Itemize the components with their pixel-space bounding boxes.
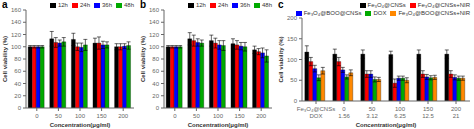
svg-text:200: 200 <box>256 113 267 119</box>
html-text:48h: 48h <box>262 2 272 8</box>
html-text:Fe₃O₄@CNSs+NIR: Fe₃O₄@CNSs+NIR <box>417 2 470 8</box>
svg-text:Cell viability (%): Cell viability (%) <box>8 36 9 82</box>
svg-text:100: 100 <box>213 113 224 119</box>
svg-text:80: 80 <box>14 56 21 62</box>
svg-text:100: 100 <box>11 44 22 50</box>
svg-text:100: 100 <box>75 113 86 119</box>
svg-text:100: 100 <box>287 57 298 63</box>
svg-text:Concentration(μg/ml): Concentration(μg/ml) <box>50 122 111 128</box>
html-text:12h: 12h <box>195 2 206 8</box>
svg-text:160: 160 <box>11 7 22 13</box>
svg-text:40: 40 <box>152 81 159 87</box>
html-text:Fe₃O₄@BOO@CNSs: Fe₃O₄@BOO@CNSs <box>303 10 362 16</box>
svg-text:1006.25: 1006.25 <box>394 106 406 119</box>
svg-text:50: 50 <box>290 77 297 83</box>
svg-text:50: 50 <box>55 113 62 119</box>
html-text:12h: 12h <box>57 2 68 8</box>
svg-text:0: 0 <box>18 105 22 111</box>
svg-text:40: 40 <box>14 81 21 87</box>
svg-text:0: 0 <box>173 113 177 119</box>
svg-text:140: 140 <box>11 19 22 25</box>
svg-text:60: 60 <box>14 68 21 74</box>
svg-text:Concentration(μg/ml): Concentration(μg/ml) <box>356 122 417 128</box>
svg-text:200: 200 <box>118 113 129 119</box>
svg-text:0: 0 <box>156 105 160 111</box>
svg-text:15012.5: 15012.5 <box>422 106 434 119</box>
svg-text:200: 200 <box>287 15 298 21</box>
svg-text:150: 150 <box>97 113 108 119</box>
svg-text:503.12: 503.12 <box>366 106 378 119</box>
svg-text:60: 60 <box>152 68 159 74</box>
svg-text:Cell viability (%): Cell viability (%) <box>278 36 284 82</box>
svg-text:80: 80 <box>152 56 159 62</box>
html-text:48h: 48h <box>124 2 134 8</box>
svg-text:20: 20 <box>152 93 159 99</box>
html-text:36h: 36h <box>102 2 112 8</box>
html-text:Fe₃O₄@BOO@CNSs+NIR: Fe₃O₄@BOO@CNSs+NIR <box>398 10 470 16</box>
svg-text:20: 20 <box>14 93 21 99</box>
svg-text:Cell viability (%): Cell viability (%) <box>140 36 146 82</box>
html-text:c: c <box>278 0 284 10</box>
svg-text:120: 120 <box>149 32 160 38</box>
svg-text:01.56: 01.56 <box>338 106 350 119</box>
svg-text:100: 100 <box>149 44 160 50</box>
html-text:b: b <box>140 0 147 10</box>
svg-text:Concentration(μg/ml): Concentration(μg/ml) <box>188 122 249 128</box>
svg-text:20021: 20021 <box>451 106 462 119</box>
svg-text:160: 160 <box>149 7 160 13</box>
svg-text:150: 150 <box>287 36 298 42</box>
svg-text:140: 140 <box>149 19 160 25</box>
svg-text:Fe₃O₄@CNSsDOX: Fe₃O₄@CNSsDOX <box>297 106 335 119</box>
html-text:DOX: DOX <box>373 10 387 16</box>
svg-text:0: 0 <box>294 98 298 104</box>
html-text:24h: 24h <box>80 2 90 8</box>
svg-text:150: 150 <box>235 113 246 119</box>
html-text:a: a <box>2 0 8 10</box>
html-text:24h: 24h <box>218 2 228 8</box>
svg-text:50: 50 <box>193 113 200 119</box>
svg-text:120: 120 <box>11 32 22 38</box>
html-text:36h: 36h <box>240 2 250 8</box>
html-text:Fe₃O₄@CNSs: Fe₃O₄@CNSs <box>367 2 406 8</box>
svg-text:0: 0 <box>35 113 39 119</box>
